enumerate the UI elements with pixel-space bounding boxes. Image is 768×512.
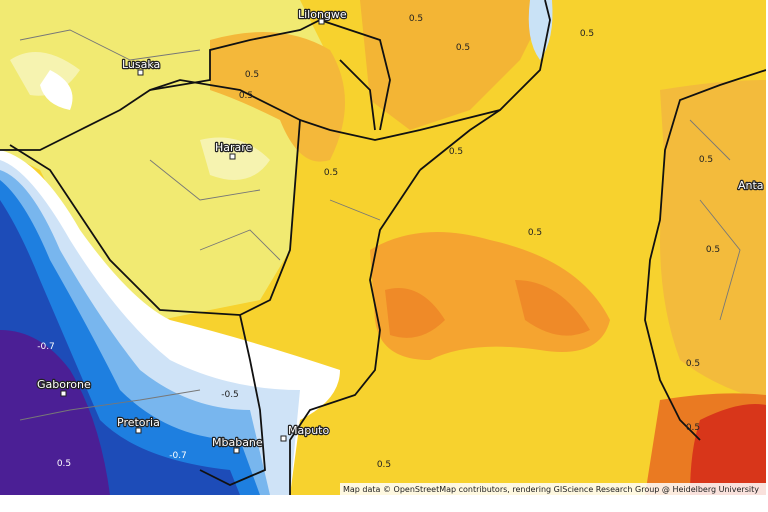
contour-label: -0.5 (221, 390, 239, 400)
city-labels: Lilongwe Lusaka Harare Gaborone Pretoria… (36, 7, 765, 450)
orange-core (385, 280, 590, 338)
contour-label: 0.5 (456, 43, 470, 53)
contour-label: 0.5 (528, 228, 542, 238)
purple-field (0, 330, 110, 495)
city-label: Gaborone (37, 378, 91, 391)
contour-label: 0.5 (245, 70, 259, 80)
contour-label: 0.5 (377, 460, 391, 470)
city-label: Pretoria (117, 416, 160, 429)
attribution-box (340, 483, 766, 495)
orange-field (360, 0, 550, 130)
minor-borders (19, 29, 741, 421)
contour-label: 0.5 (699, 155, 713, 165)
contour-label: 0.5 (324, 168, 338, 178)
contour-label: 0.5 (239, 91, 253, 101)
orange-field (660, 80, 766, 400)
contour-label: -0.7 (169, 451, 187, 461)
orange-field (210, 32, 345, 162)
contour-label: 0.5 (57, 459, 71, 469)
contour-label: 0.5 (409, 14, 423, 24)
red-field (690, 404, 766, 495)
city-label: Harare (215, 141, 253, 154)
blue-patch (528, 0, 553, 60)
contour-label: 0.5 (706, 245, 720, 255)
contour-label: 0.5 (686, 423, 700, 433)
city-label: Lusaka (122, 58, 160, 71)
pale-field (10, 52, 270, 180)
attribution: Map data © OpenStreetMap contributors, r… (343, 485, 759, 494)
white-patch (40, 70, 73, 110)
city-label: Anta (738, 179, 764, 192)
city-label: Lilongwe (298, 8, 347, 21)
borders (0, 0, 766, 495)
contour-label: 0.5 (449, 147, 463, 157)
contour-labels: 0.5 0.5 0.5 0.5 0.5 0.5 0.5 0.5 0.5 0.5 … (37, 14, 720, 470)
contour-label: 0.5 (686, 359, 700, 369)
city-label: Mbabane (212, 436, 263, 449)
map-field (0, 0, 766, 495)
city-label: Maputo (288, 424, 329, 437)
contour-label: -0.7 (37, 342, 55, 352)
city-markers (60, 18, 325, 454)
contour-label: 0.5 (580, 29, 594, 39)
